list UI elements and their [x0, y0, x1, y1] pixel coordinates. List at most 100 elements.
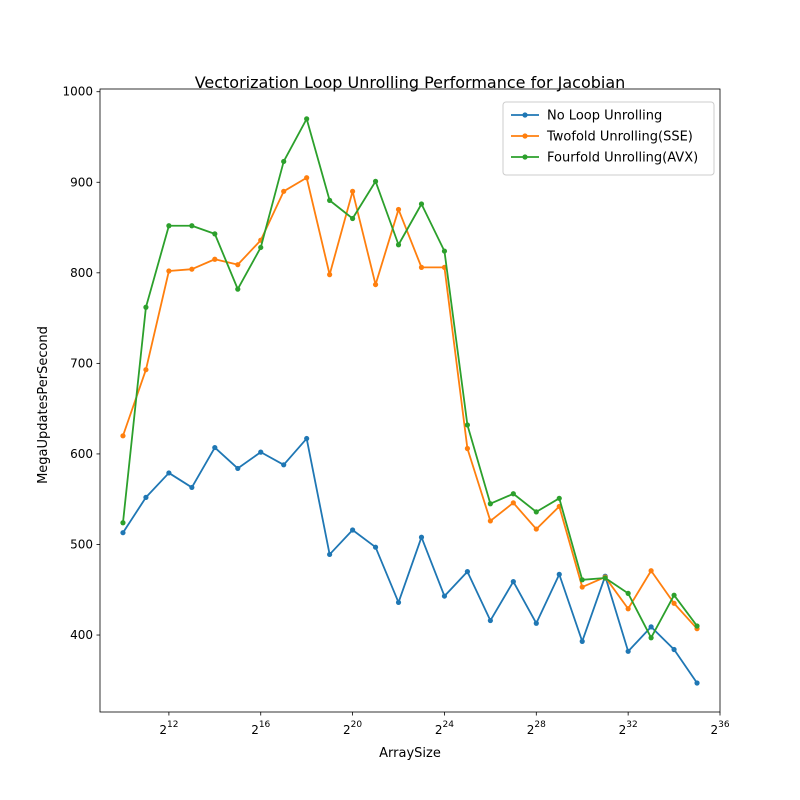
series-0-point: [671, 646, 677, 653]
series-2-point: [464, 422, 471, 428]
series-line-2: [122, 117, 698, 639]
x-tick-base: 2: [710, 723, 718, 737]
y-tick-label: 400: [70, 628, 93, 642]
x-tick-label: 224: [435, 720, 454, 737]
x-tick-exponent: 32: [626, 720, 637, 730]
series-0-point: [625, 648, 631, 654]
series-2-point: [648, 635, 654, 641]
series-0-point: [189, 484, 195, 491]
series-1-point: [372, 281, 379, 288]
series-1-point: [166, 268, 172, 274]
series-1-point: [143, 367, 149, 373]
legend-label-0: No Loop Unrolling: [547, 109, 662, 124]
series-line-0: [122, 437, 698, 684]
series-0-point: [327, 551, 333, 558]
legend-marker-0: [522, 112, 528, 118]
series-line-1: [122, 176, 698, 630]
series-0-point: [281, 462, 287, 468]
series-1-point: [349, 188, 356, 194]
y-tick-label: 500: [70, 537, 93, 551]
x-tick-base: 2: [343, 723, 351, 737]
y-tick-label: 900: [70, 175, 93, 189]
chart-title: Vectorization Loop Unrolling Performance…: [195, 73, 626, 92]
series-0-point: [258, 449, 264, 455]
series-0-point: [579, 638, 585, 644]
series-1-point: [579, 584, 585, 590]
series-0-point: [694, 680, 700, 686]
x-tick-base: 2: [435, 723, 443, 737]
legend: No Loop Unrolling Twofold Unrolling(SSE) F…: [502, 101, 715, 176]
series-0-point: [143, 494, 149, 500]
series-0-point: [120, 530, 126, 536]
series-2-point: [533, 509, 539, 515]
series-2-point: [372, 178, 379, 184]
series-0-point: [304, 435, 310, 442]
series-2-point: [349, 215, 356, 222]
series-0-point: [418, 534, 425, 540]
series-1-point: [235, 262, 241, 268]
series-2-point: [120, 520, 126, 526]
plot-marks: [120, 116, 700, 686]
series-0-point: [464, 569, 471, 575]
plot-frame: [99, 88, 721, 713]
series-2-point: [143, 304, 149, 310]
x-tick-base: 2: [251, 723, 259, 737]
legend-box: [502, 101, 715, 176]
x-tick-label: 236: [710, 720, 729, 737]
x-tick-exponent: 36: [718, 720, 730, 730]
x-tick-exponent: 20: [351, 720, 363, 730]
legend-marker-1: [522, 133, 528, 139]
series-2-point: [671, 592, 677, 598]
series-2-point: [395, 242, 402, 248]
legend-label-2: Fourfold Unrolling(AVX): [547, 151, 698, 166]
series-0-point: [441, 593, 448, 599]
series-1-point: [464, 445, 471, 452]
series-0-point: [487, 617, 493, 624]
series-1-point: [281, 188, 287, 194]
series-2-point: [166, 223, 172, 229]
series-0-point: [533, 620, 539, 626]
series-2-point: [556, 495, 562, 501]
x-tick-label: 220: [343, 720, 362, 737]
x-tick-label: 228: [527, 720, 546, 737]
y-tick-label: 600: [70, 447, 93, 461]
series-1-point: [510, 500, 516, 506]
x-tick-exponent: 24: [443, 720, 455, 730]
series-0-point: [235, 465, 241, 472]
series-0-point: [212, 444, 218, 451]
x-tick-base: 2: [159, 723, 167, 737]
series-1-point: [648, 568, 654, 574]
x-tick-label: 212: [159, 720, 178, 737]
series-1-point: [418, 264, 425, 270]
series-2-point: [281, 158, 287, 165]
series-2-point: [625, 590, 631, 596]
series-2-point: [258, 244, 264, 251]
series-1-point: [120, 433, 126, 439]
series-2-point: [694, 623, 700, 629]
x-axis-label: ArraySize: [379, 746, 441, 761]
series-0-point: [166, 470, 172, 476]
series-0-point: [395, 599, 402, 606]
y-axis-label: MegaUpdatesPerSecond: [36, 326, 51, 484]
x-tick-base: 2: [527, 723, 535, 737]
x-tick-label: 216: [251, 720, 270, 737]
series-2-point: [189, 223, 195, 229]
series-1-point: [625, 606, 631, 612]
series-2-point: [487, 501, 493, 507]
y-tick-label: 1000: [62, 85, 93, 99]
series-2-point: [602, 575, 608, 581]
series-0-point: [648, 624, 654, 630]
series-1-point: [304, 175, 310, 181]
series-1-point: [212, 256, 218, 262]
series-0-point: [556, 571, 562, 577]
series-2-point: [579, 577, 585, 583]
series-2-point: [327, 197, 333, 203]
y-tick-label: 700: [70, 356, 93, 370]
series-1-point: [395, 206, 402, 213]
x-tick-label: 232: [619, 720, 638, 737]
x-tick-exponent: 12: [167, 720, 178, 730]
series-1-point: [671, 600, 677, 606]
series-1-point: [189, 266, 195, 272]
